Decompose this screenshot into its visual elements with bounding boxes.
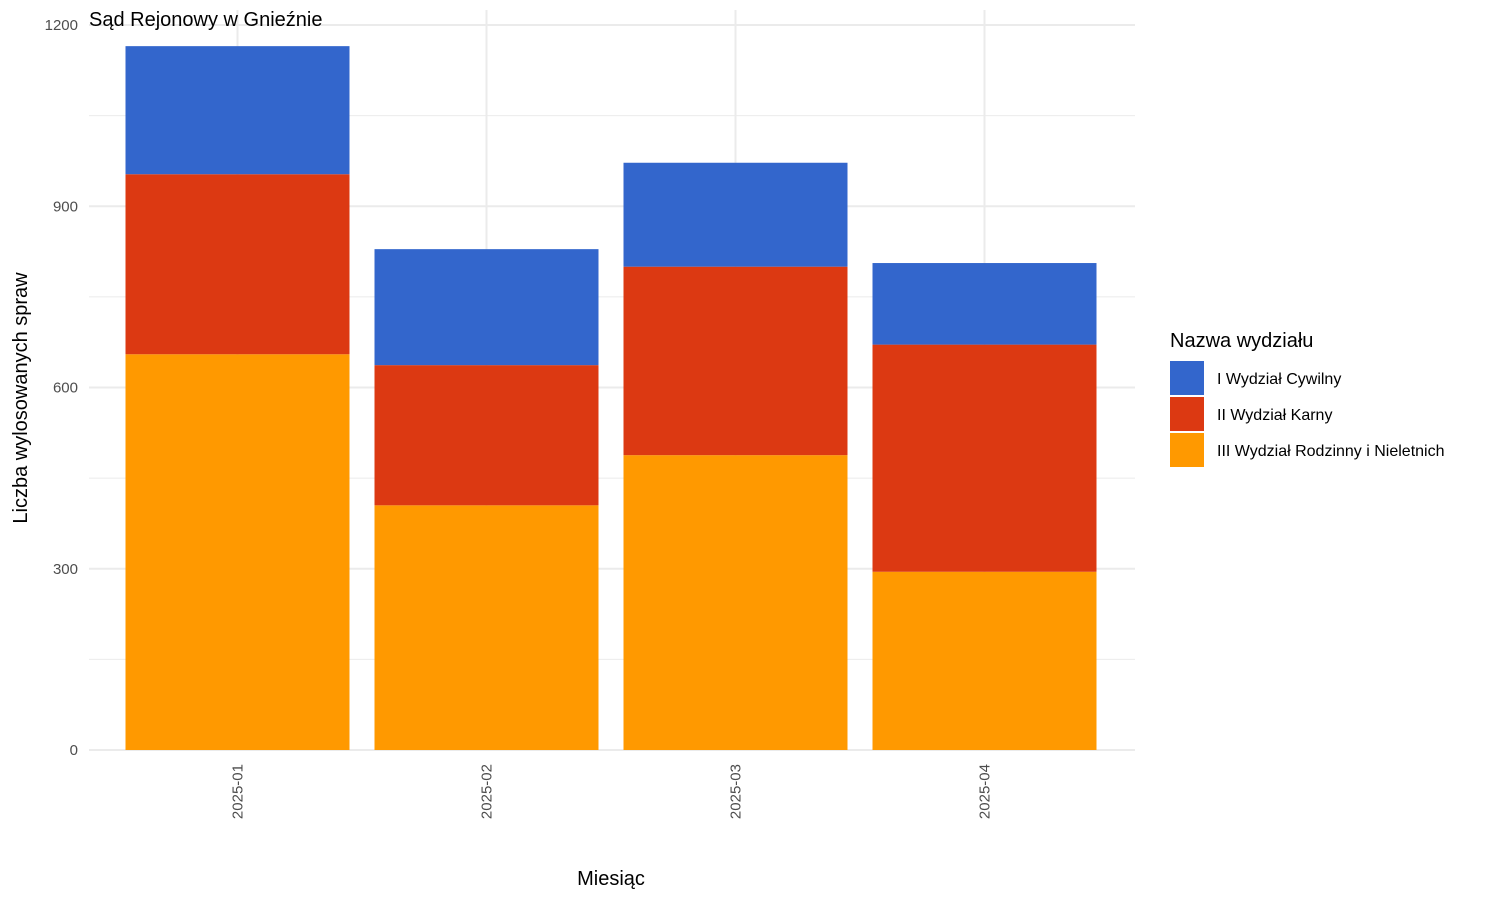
bar-2025-01-series-0	[125, 354, 350, 750]
legend-title: Nazwa wydziału	[1170, 330, 1313, 352]
y-axis-ticks: 0 300 600 900 1200	[45, 17, 78, 759]
y-tick-label: 0	[70, 742, 78, 759]
bar-2025-02-series-1	[374, 365, 599, 506]
bar-2025-04-series-2	[872, 263, 1097, 345]
legend-items: I Wydział Cywilny II Wydział Karny III Wyd…	[1170, 361, 1445, 467]
bar-2025-01-series-1	[125, 174, 350, 355]
x-tick-label: 2025-01	[230, 764, 247, 819]
bar-2025-01-series-2	[125, 46, 350, 175]
legend-label: II Wydział Karny	[1217, 407, 1332, 424]
bar-2025-02-series-2	[374, 249, 599, 366]
y-axis-title: Liczba wylosowanych spraw	[10, 272, 32, 524]
legend-swatch	[1170, 397, 1204, 431]
x-axis-ticks: 2025-01 2025-02 2025-03 2025-04	[230, 764, 994, 819]
y-tick-label: 1200	[45, 17, 78, 34]
bar-2025-02-series-0	[374, 505, 599, 750]
y-tick-label: 600	[53, 380, 78, 397]
x-axis-title: Miesiąc	[577, 868, 645, 890]
bar-2025-03-series-1	[623, 266, 848, 456]
x-tick-label: 2025-03	[728, 764, 745, 819]
bar-2025-04-series-1	[872, 344, 1097, 572]
bar-2025-03-series-2	[623, 162, 848, 267]
bar-2025-04-series-0	[872, 571, 1097, 750]
x-tick-label: 2025-04	[977, 764, 994, 819]
x-tick-label: 2025-02	[479, 764, 496, 819]
legend-swatch	[1170, 433, 1204, 467]
chart-title: Sąd Rejonowy w Gnieźnie	[89, 9, 322, 31]
legend-label: III Wydział Rodzinny i Nieletnich	[1217, 443, 1445, 460]
legend-swatch	[1170, 361, 1204, 395]
y-tick-label: 900	[53, 198, 78, 215]
legend: Nazwa wydziału I Wydział Cywilny II Wydzi…	[1170, 330, 1445, 467]
bar-2025-03-series-0	[623, 455, 848, 750]
legend-label: I Wydział Cywilny	[1217, 371, 1341, 388]
bars	[125, 46, 1097, 750]
y-tick-label: 300	[53, 561, 78, 578]
